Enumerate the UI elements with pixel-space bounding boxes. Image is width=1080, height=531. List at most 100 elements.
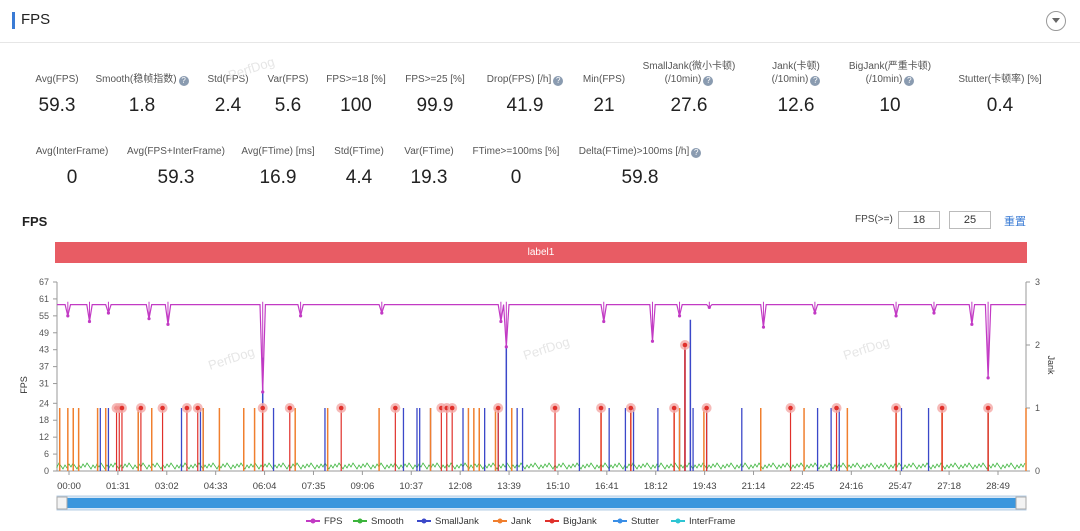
- label-bar[interactable]: label1: [55, 242, 1027, 263]
- help-icon[interactable]: ?: [691, 148, 702, 158]
- help-icon[interactable]: ?: [810, 76, 821, 86]
- watermark: PerfDog: [206, 344, 256, 373]
- bigjank-halo: [596, 403, 607, 413]
- stat-row2-1: Avg(FPS+InterFrame) 59.3: [106, 145, 246, 189]
- x-tick-label: 27:18: [937, 481, 961, 492]
- stat-label: Stutter(卡顿率) [%]: [930, 73, 1070, 86]
- threshold-input-1[interactable]: 18: [898, 211, 940, 229]
- stat-label: Min(FPS): [534, 73, 674, 86]
- x-tick-label: 22:45: [791, 481, 815, 492]
- stat-label: Std(FTime): [289, 145, 429, 158]
- x-tick-label: 21:14: [742, 481, 766, 492]
- fps-point: [894, 314, 898, 318]
- bigjank-halo: [669, 403, 680, 413]
- smooth-series: [56, 462, 1026, 470]
- stat-label: Avg(InterFrame): [2, 145, 142, 158]
- threshold-input-2[interactable]: 25: [949, 211, 991, 229]
- y-tick-label: 18: [39, 415, 49, 425]
- bigjank-point: [338, 405, 344, 411]
- y-tick-label: 31: [39, 379, 49, 389]
- x-tick-label: 00:00: [57, 481, 81, 492]
- bigjank-point: [628, 405, 634, 411]
- bigjank-point: [444, 405, 450, 411]
- bigjank-halo: [550, 403, 561, 413]
- header-bar: FPS: [0, 0, 1080, 43]
- bigjank-point: [114, 405, 119, 411]
- reset-button[interactable]: 重置: [1004, 216, 1026, 228]
- stat-row1-8: SmallJank(微小卡顿) (/10min)? 27.6: [619, 60, 759, 117]
- legend-label-jank: Jank: [511, 516, 531, 527]
- y-tick-label: 24: [39, 398, 49, 408]
- x-tick-label: 12:08: [448, 481, 472, 492]
- stat-label-text: Drop(FPS) [/h]: [486, 74, 552, 85]
- bigjank-point: [552, 405, 558, 411]
- bigjank-halo: [493, 403, 504, 413]
- stat-row1-11: Stutter(卡顿率) [%] 0.4: [930, 73, 1070, 117]
- x-tick-label: 09:06: [350, 481, 374, 492]
- zoom-range: [67, 498, 1016, 508]
- fps-point: [299, 314, 303, 318]
- bigjank-halo: [336, 403, 347, 413]
- fps-point: [504, 345, 508, 349]
- legend-label-interframe: InterFrame: [689, 516, 735, 527]
- stat-label-text: BigJank(严重卡顿): [848, 61, 932, 72]
- stat-label: Delta(FTime)>100ms [/h]?: [570, 145, 710, 158]
- stat-label-text: Smooth(稳帧指数): [95, 74, 177, 85]
- fps-point: [147, 317, 151, 321]
- legend-label-fps: FPS: [324, 516, 342, 527]
- fps-point: [932, 311, 936, 315]
- stat-label-unit: (/10min): [664, 74, 702, 85]
- x-tick-label: 06:04: [253, 481, 277, 492]
- y-tick-label: 67: [39, 277, 49, 287]
- help-icon[interactable]: ?: [178, 76, 189, 86]
- fps-point: [761, 325, 766, 329]
- help-icon[interactable]: ?: [703, 76, 714, 86]
- stat-label-text: Stutter(卡顿率) [%]: [958, 74, 1042, 85]
- stat-label-text: Var(FTime): [404, 146, 454, 157]
- x-tick-label: 25:47: [888, 481, 912, 492]
- stat-value: 100: [340, 95, 372, 116]
- bigjank-halo: [785, 403, 796, 413]
- x-tick-label: 19:43: [693, 481, 717, 492]
- stat-label-text: Std(FTime): [334, 146, 384, 157]
- watermark: PerfDog: [521, 334, 571, 363]
- stat-label-text: Min(FPS): [582, 74, 626, 85]
- stat-value: 21: [593, 95, 615, 116]
- stat-row1-9: Jank(卡顿) (/10min)? 12.6: [726, 60, 866, 117]
- stat-value: 19.3: [410, 167, 448, 188]
- x-tick-label: 28:49: [986, 481, 1010, 492]
- legend-swatch-dot: [497, 518, 503, 524]
- stat-label-text: Std(FPS): [207, 74, 249, 85]
- stat-label-text: FTime>=100ms [%]: [472, 146, 560, 157]
- stat-label: Var(FTime): [359, 145, 499, 158]
- y2-tick-label: 0: [1035, 466, 1040, 476]
- bigjank-halo: [135, 403, 146, 413]
- stat-row1-4: FPS>=18 [%] 100: [286, 73, 426, 117]
- help-icon[interactable]: ?: [553, 76, 564, 86]
- stat-label-text: Avg(FPS+InterFrame): [127, 146, 225, 157]
- help-icon[interactable]: ?: [904, 76, 915, 86]
- bigjank-point: [704, 405, 709, 411]
- stat-label: Jank(卡顿) (/10min)?: [726, 60, 866, 86]
- stat-label: SmallJank(微小卡顿) (/10min)?: [619, 60, 759, 86]
- y-tick-label: 55: [39, 311, 49, 321]
- x-tick-label: 01:31: [106, 481, 130, 492]
- bigjank-point: [195, 405, 201, 411]
- bigjank-point: [893, 405, 899, 411]
- bigjank-point: [119, 405, 125, 411]
- bigjank-halo: [937, 403, 948, 413]
- x-tick-label: 15:10: [546, 481, 570, 492]
- bigjank-point: [682, 342, 688, 348]
- bigjank-point: [495, 405, 501, 411]
- bigjank-halo: [192, 403, 203, 413]
- y-tick-label: 12: [39, 432, 49, 442]
- stat-value: 41.9: [506, 95, 544, 116]
- bigjank-halo: [679, 340, 690, 350]
- stat-row1-3: Var(FPS) 5.6: [218, 73, 358, 117]
- fps-point: [106, 311, 111, 315]
- bigjank-point: [260, 405, 266, 411]
- bigjank-point: [184, 405, 190, 411]
- bigjank-halo: [701, 403, 712, 413]
- collapse-button[interactable]: [1046, 11, 1066, 31]
- bigjank-point: [160, 405, 165, 411]
